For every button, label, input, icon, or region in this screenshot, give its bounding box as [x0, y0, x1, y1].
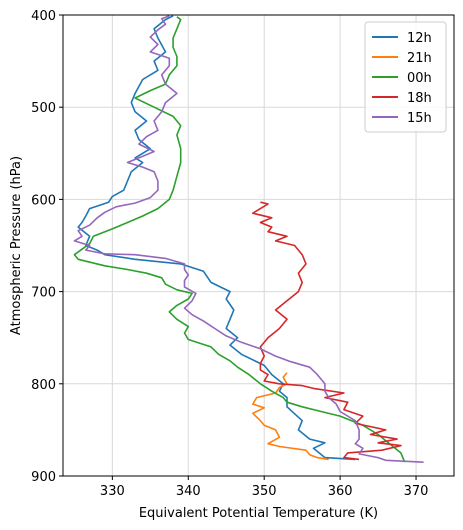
x-axis-label: Equivalent Potential Temperature (K) [139, 506, 378, 521]
legend: 12h 21h 00h 18h 15h [364, 21, 447, 133]
legend-label: 15h [407, 111, 432, 126]
series-line-00h [73, 16, 406, 463]
x-tick-label: 330 [100, 484, 125, 499]
y-tick-label: 400 [31, 9, 56, 24]
x-axis-ticks: 330 340 350 360 370 [100, 476, 429, 499]
x-tick-label: 340 [176, 484, 201, 499]
y-tick-label: 600 [31, 193, 56, 208]
y-tick-label: 900 [31, 470, 56, 485]
x-tick-label: 350 [252, 484, 277, 499]
series-line-12h [77, 15, 356, 461]
legend-label: 00h [407, 71, 432, 86]
y-tick-label: 500 [31, 101, 56, 116]
axes-frame [62, 14, 455, 477]
y-axis-ticks: 400 500 600 700 800 900 [31, 9, 63, 485]
plot-lines [73, 15, 424, 463]
series-line-21h [252, 372, 329, 461]
x-tick-label: 360 [328, 484, 353, 499]
y-axis-label: Atmospheric Pressure (hPa) [9, 156, 24, 335]
legend-box [364, 21, 447, 133]
x-tick-label: 370 [404, 484, 429, 499]
y-tick-label: 800 [31, 378, 56, 393]
legend-label: 18h [407, 91, 432, 106]
series-line-15h [73, 15, 424, 463]
legend-label: 21h [407, 51, 432, 66]
y-tick-label: 700 [31, 286, 56, 301]
legend-label: 12h [407, 31, 432, 46]
series-line-18h [252, 201, 402, 461]
